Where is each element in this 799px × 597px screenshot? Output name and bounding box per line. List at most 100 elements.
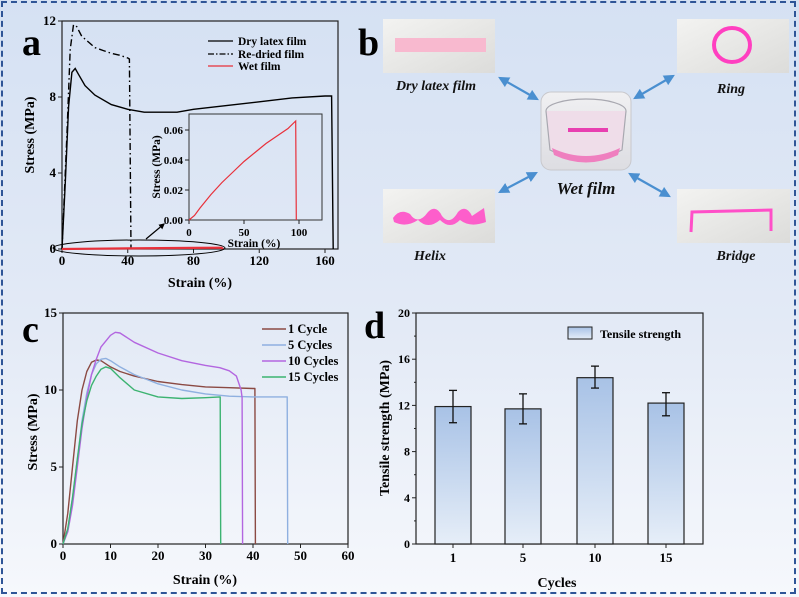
panel-a-inset-arrow [145,223,165,240]
inset-ytick-label: 0.00 [164,215,184,227]
double-arrow-wet-ring-icon [633,74,675,100]
panel-c-xtick-label: 10 [104,548,117,563]
legend-label: 5 Cycles [288,338,332,352]
legend-label-tensile: Tensile strength [600,327,681,341]
panel-c-ytick-label: 15 [44,305,58,320]
inset-xtick-label: 50 [239,227,251,239]
inset-ytick-label: 0.06 [164,125,184,137]
legend-swatch-tensile [567,326,593,340]
panel-a-highlight-ellipse [52,239,226,257]
inset-series-wet-film [188,119,297,221]
helix-film-icon [393,208,486,225]
inset-frame [188,113,323,221]
panel-a-inset: 0 50 100 0.00 0.02 0.04 0.06 Strain (%) Stress… [151,113,323,250]
panel-c-ylabel: Stress (MPa) [26,393,41,470]
bar-cycle-5 [504,408,542,545]
panel-a-xtick-label: 0 [59,253,66,268]
panel-a-ytick-label: 12 [43,13,56,28]
panel-c-xtick-label: 50 [294,548,307,563]
panel-c-xtick-label: 60 [342,548,355,563]
caption-dry-latex-film: Dry latex film [395,79,476,94]
double-arrow-wet-bridge-icon [628,172,671,198]
photo-background [677,189,790,243]
legend-label-dry: Dry latex film [238,36,307,48]
panel-a-xtick-label: 120 [250,253,270,268]
inset-xtick-label: 0 [186,227,192,239]
panel-label-a: a [22,22,41,64]
panel-d-ylabel: Tensile strength (MPa) [378,360,393,496]
panel-d-legend: Tensile strength [567,326,681,341]
panel-c-series-5-cycles [62,357,289,545]
panel-label-c: c [22,309,39,351]
panel-c-ytick-label: 10 [44,382,57,397]
panel-label-d: d [364,305,385,347]
panel-a-ytick-label: 4 [50,165,57,180]
panel-d-ytick-label: 8 [404,445,410,459]
panel-c-series-10-cycles [62,331,244,545]
inset-xtick-label: 100 [291,227,308,239]
panel-b-shape-memory: b Dry latex film Ring Wet film Helix [358,19,790,264]
panel-a-legend: Dry latex film Re-dried film Wet film [208,36,307,73]
legend-label: 1 Cycle [288,322,328,336]
inset-ylabel: Stress (MPa) [151,135,163,199]
bar-cycle-10 [576,377,614,545]
panel-a-plot-frame [61,20,339,250]
photo-bridge [677,189,790,243]
bar-cycle-15 [647,402,685,545]
panel-c-series-1-cycle [62,359,257,545]
panel-d-ytick-label: 12 [398,398,410,412]
ring-film-icon [712,26,752,64]
panel-d-xtick-label: 1 [450,550,457,565]
panel-d-ytick-label: 16 [398,352,410,366]
legend-label: 10 Cycles [288,354,338,368]
panel-c-xtick-label: 20 [152,548,165,563]
panel-c-ytick-label: 0 [51,536,58,551]
panel-d-xtick-label: 10 [589,550,602,565]
panel-a-ytick-label: 8 [50,89,57,104]
inset-xlabel: Strain (%) [228,238,281,250]
panel-a-xtick-label: 160 [315,253,335,268]
bridge-film-icon [689,208,773,233]
double-arrow-dry-wet-icon [498,76,539,101]
panel-d-ytick-label: 0 [404,537,410,551]
panel-c-xlabel: Strain (%) [173,573,238,588]
panel-c-chart: c 0 10 20 30 40 50 60 0 5 10 15 1 Cycle 5 Cycles 10 … [22,305,355,588]
photo-helix [383,189,495,243]
photo-wet-film-dish [540,91,632,171]
panel-a-series-re-dried-film [61,23,132,250]
wet-film-strip [568,128,608,132]
inset-ytick-label: 0.02 [164,185,184,197]
panel-d-ytick-label: 20 [398,306,410,320]
panel-c-ytick-label: 5 [51,459,58,474]
bar-cycle-1 [434,405,472,545]
panel-d-xtick-label: 5 [520,550,527,565]
photo-dry-latex-film [383,19,495,73]
legend-label: 15 Cycles [288,370,338,384]
inset-ytick-label: 0.04 [164,155,184,167]
panel-a-xlabel: Strain (%) [168,276,233,291]
photo-ring [677,19,789,73]
panel-c-series-15-cycles [62,366,222,545]
caption-ring: Ring [716,82,745,97]
dish-liquid [552,148,620,163]
panel-c-xtick-label: 0 [60,548,67,563]
panel-a-series-wet-film [61,246,224,251]
panel-c-legend: 1 Cycle 5 Cycles 10 Cycles 15 Cycles [262,322,338,384]
film-strip-icon [395,38,486,52]
panel-a-xtick-label: 40 [121,253,134,268]
panel-d-ytick-label: 4 [404,491,410,505]
caption-helix: Helix [413,249,446,264]
panel-d-xtick-label: 15 [660,550,674,565]
panel-a-ylabel: Stress (MPa) [23,96,38,173]
panel-c-xtick-label: 40 [247,548,260,563]
panel-c-xtick-label: 30 [199,548,212,563]
panel-a-xtick-label: 80 [187,253,200,268]
caption-bridge: Bridge [716,249,756,264]
caption-wet-film: Wet film [557,179,616,198]
panel-label-b: b [358,22,379,64]
double-arrow-wet-helix-icon [498,171,538,194]
legend-label-wet: Wet film [238,61,281,73]
legend-label-redried: Re-dried film [238,49,305,61]
